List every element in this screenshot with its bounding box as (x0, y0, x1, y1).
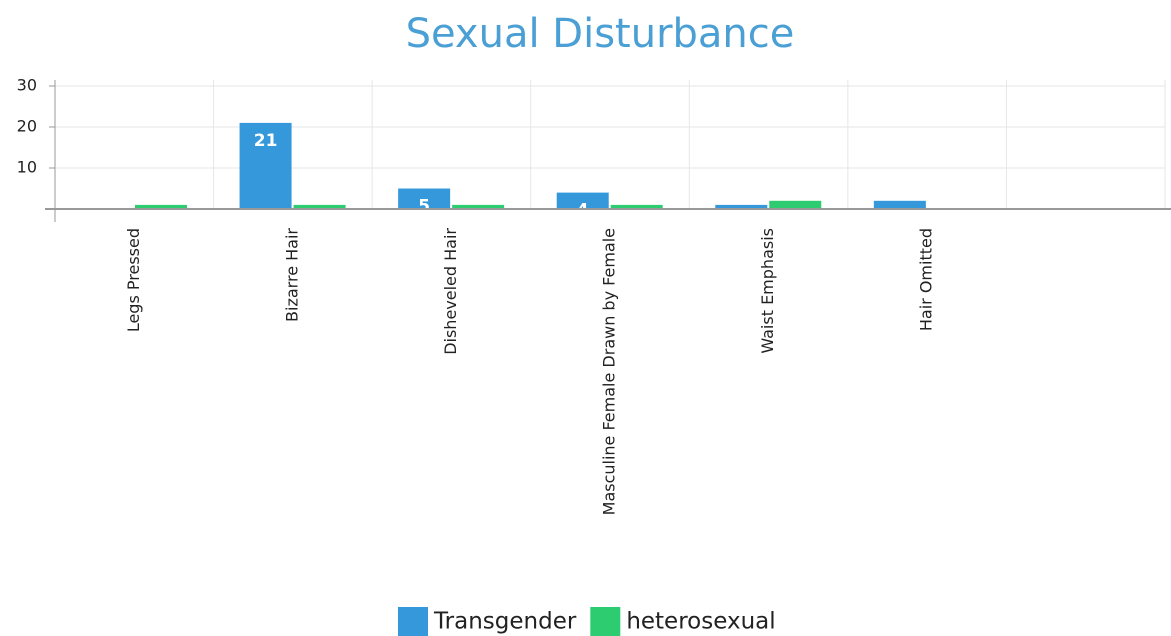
y-tick-label: 30 (17, 76, 37, 95)
x-tick-label: Disheveled Hair (441, 228, 460, 355)
legend-swatch (398, 607, 428, 636)
y-tick-label: 10 (17, 158, 37, 177)
bar (398, 188, 451, 209)
bar (769, 200, 822, 209)
x-tick-label: Legs Pressed (124, 228, 143, 332)
y-tick-label: 20 (17, 117, 37, 136)
legend-label: Transgender (433, 609, 577, 635)
bar (873, 200, 926, 209)
legend-label: heterosexual (626, 609, 775, 635)
data-label: 4 (577, 201, 589, 221)
x-tick-label: Bizarre Hair (282, 228, 301, 322)
chart-title: Sexual Disturbance (406, 11, 795, 57)
bar (239, 122, 292, 209)
bar (452, 204, 505, 209)
bar (610, 204, 663, 209)
x-tick-label: Hair Omitted (917, 228, 936, 331)
legend: Transgender heterosexual (398, 607, 776, 636)
bar (715, 204, 768, 209)
data-label: 5 (418, 197, 430, 217)
bar (293, 204, 346, 209)
x-tick-label: Masculine Female Drawn by Female (600, 228, 619, 515)
bar (135, 204, 187, 209)
bar (556, 192, 609, 209)
data-label: 21 (254, 131, 278, 151)
x-tick-label: Waist Emphasis (758, 228, 777, 354)
legend-swatch (590, 607, 621, 636)
